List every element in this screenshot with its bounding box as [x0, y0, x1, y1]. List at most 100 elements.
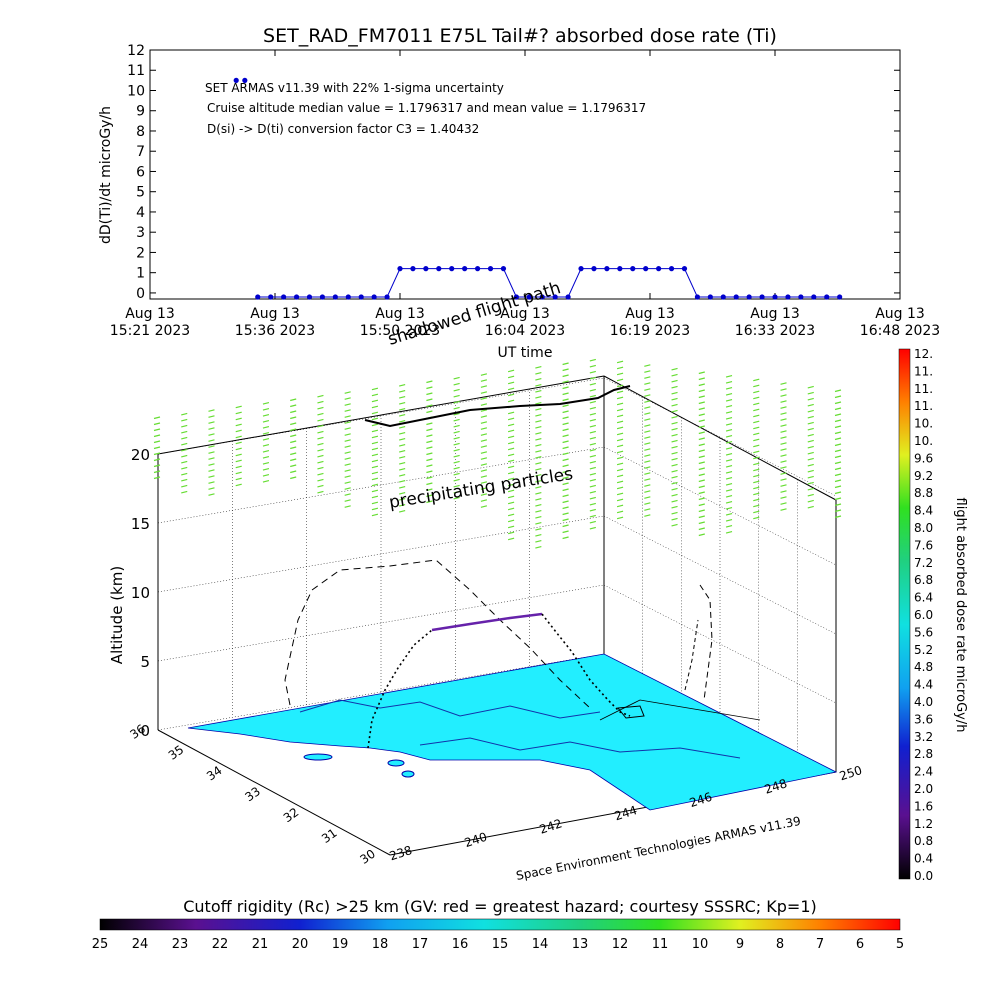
- right-colorbar-tick-label: 5.6: [914, 625, 933, 639]
- particle-dash: [235, 429, 242, 433]
- particle-dash: [725, 399, 733, 402]
- particle-dash: [616, 432, 624, 436]
- particle-dash: [725, 531, 733, 534]
- particle-dash: [753, 504, 760, 508]
- y-tick-label: 9: [136, 104, 145, 120]
- particle-dash: [453, 478, 460, 482]
- right-colorbar-tick-label: 11.: [914, 399, 933, 413]
- particle-dash: [507, 435, 515, 439]
- particle-dash: [317, 484, 324, 488]
- particle-dash: [399, 432, 406, 435]
- particle-dash: [262, 474, 270, 477]
- right-colorbar-tick-label: 7.6: [914, 538, 933, 552]
- right-colorbar-tick-label: 1.2: [914, 817, 933, 831]
- data-point: [423, 266, 429, 272]
- particle-dash: [181, 442, 188, 446]
- particle-dash: [317, 418, 324, 422]
- particle-dash: [480, 415, 488, 418]
- particle-dash: [616, 444, 624, 448]
- particle-dash: [535, 426, 542, 429]
- particle-dash: [507, 423, 515, 427]
- particle-dash: [698, 437, 705, 441]
- particle-dash: [235, 453, 242, 457]
- particle-dash: [371, 387, 379, 391]
- particle-dash: [725, 519, 733, 522]
- particle-dash: [671, 463, 678, 467]
- particle-dash: [725, 465, 733, 468]
- data-point: [345, 294, 351, 300]
- particle-dash: [371, 507, 379, 511]
- particle-dash: [371, 489, 379, 493]
- bottom-colorbar-tick-label: 15: [492, 937, 509, 952]
- particle-dash: [562, 536, 569, 540]
- particle-dash: [671, 433, 678, 437]
- particle-dash: [507, 381, 515, 385]
- grid-line-alt-right: [603, 377, 837, 497]
- particle-dash: [589, 394, 596, 398]
- altitude-axis-label: Altitude (km): [108, 566, 126, 664]
- particle-dash: [480, 451, 488, 454]
- particle-dash: [344, 421, 351, 424]
- particle-dash: [317, 472, 324, 476]
- particle-dash: [780, 382, 787, 385]
- right-colorbar-ticks: 0.0 0.4 0.8 1.2 1.6 2.0 2.4 2.8 3.2 3.6 4.0 4.4 4.8 5…: [914, 347, 933, 883]
- data-point: [293, 294, 300, 300]
- particle-dash: [208, 481, 215, 484]
- particle-dash: [453, 442, 460, 446]
- particle-dash: [181, 430, 188, 434]
- particle-dash: [644, 442, 651, 445]
- particle-dash: [807, 487, 814, 491]
- particle-dash: [834, 515, 842, 519]
- particle-dash: [671, 415, 678, 419]
- particle-dash: [834, 407, 842, 411]
- particle-dash: [753, 384, 760, 388]
- bottom-colorbar-tick-label: 5: [896, 937, 904, 952]
- altitude-tick-label: 10: [131, 584, 150, 602]
- particle-dash: [290, 446, 297, 450]
- particle-dash: [834, 473, 842, 477]
- data-point: [565, 294, 571, 300]
- particle-dash: [671, 409, 678, 413]
- particle-dash: [453, 496, 460, 500]
- right-colorbar-tick-label: 0.8: [914, 834, 933, 848]
- right-colorbar-tick-label: 3.2: [914, 730, 933, 744]
- particle-dash: [562, 368, 569, 372]
- latitude-tick-label: 32: [281, 805, 302, 825]
- particle-dash: [426, 428, 433, 432]
- longitude-ticks: 238 240 242 244 246 248 250: [388, 763, 864, 863]
- particle-dash: [807, 457, 814, 461]
- particle-dash: [344, 469, 351, 472]
- particle-dash: [507, 489, 515, 493]
- particle-dash: [562, 464, 569, 468]
- particle-dash: [698, 455, 705, 459]
- particle-dash: [780, 460, 787, 463]
- bottom-colorbar-tick-label: 11: [652, 937, 669, 952]
- data-point: [281, 294, 287, 300]
- particle-dash: [344, 397, 351, 400]
- particle-dash: [181, 412, 188, 416]
- particle-dash: [780, 418, 787, 421]
- particle-dash: [644, 412, 651, 415]
- particle-dash: [562, 392, 569, 396]
- particle-dash: [480, 385, 488, 388]
- particle-dash: [453, 430, 460, 434]
- particle-dash: [535, 528, 542, 531]
- particle-dash: [153, 440, 161, 444]
- particle-dash: [616, 438, 624, 442]
- latitude-tick-label: 30: [357, 847, 378, 867]
- particle-dash: [698, 461, 705, 465]
- particle-dash: [507, 411, 515, 415]
- particle-dash: [589, 364, 596, 368]
- particle-dash: [616, 450, 624, 454]
- particle-dash: [807, 391, 814, 395]
- data-point: [630, 266, 636, 272]
- right-colorbar-tick-label: 9.2: [914, 469, 933, 483]
- particle-dash: [589, 514, 596, 518]
- data-point: [233, 77, 239, 83]
- particle-dash: [562, 524, 569, 528]
- particle-dash: [562, 380, 569, 384]
- particle-dash: [344, 439, 351, 442]
- particle-dash: [535, 462, 542, 465]
- particle-dash: [290, 428, 297, 432]
- particle-dash: [644, 424, 651, 427]
